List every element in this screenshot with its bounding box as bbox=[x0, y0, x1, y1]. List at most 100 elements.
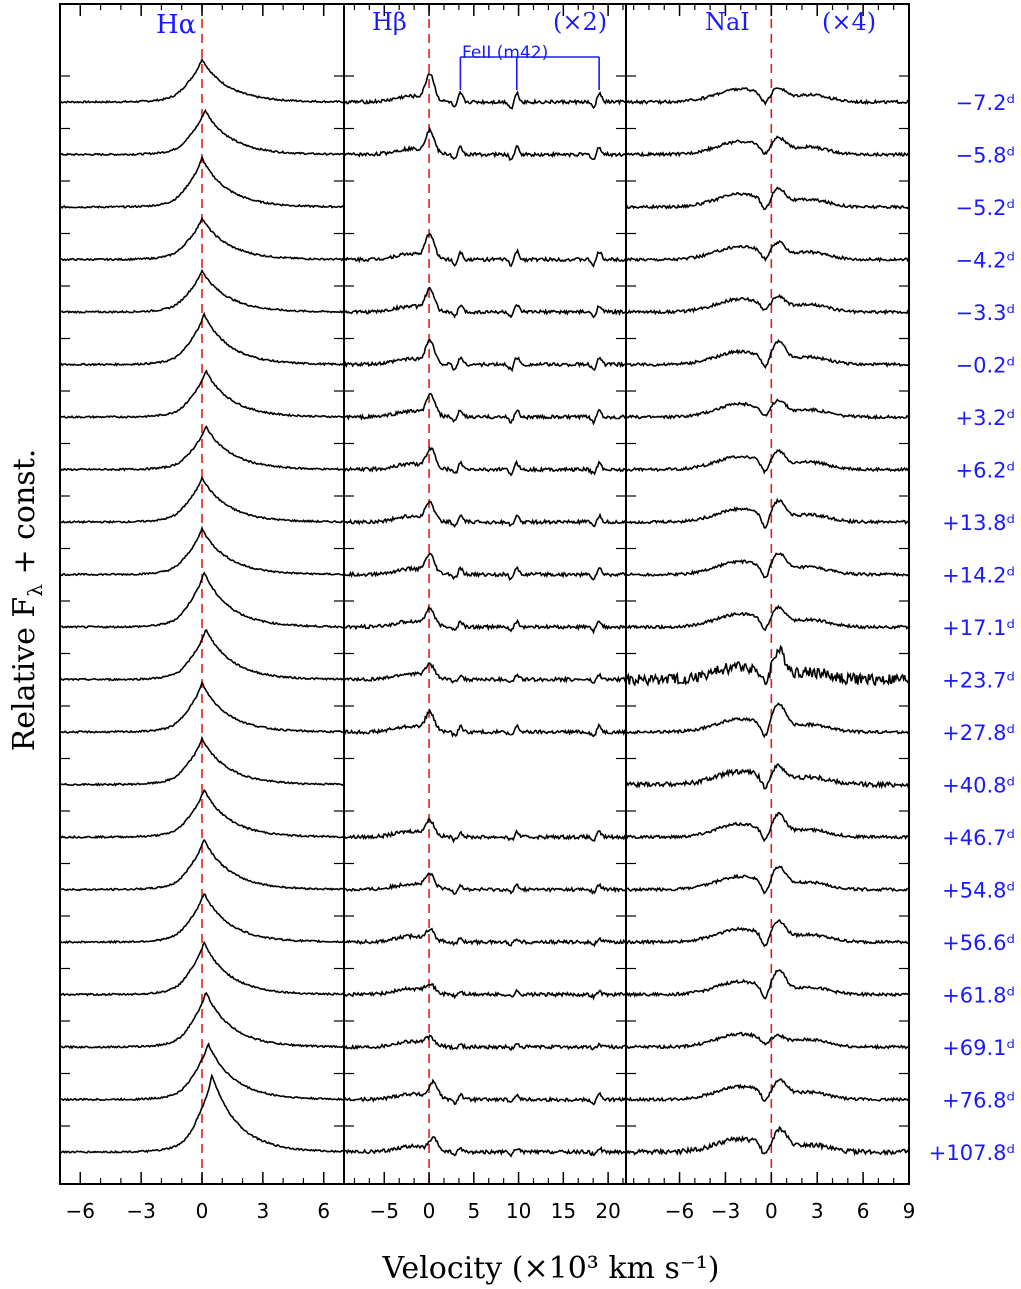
panel-title-halpha: Hα bbox=[156, 10, 196, 40]
x-tick-label: 0 bbox=[423, 1199, 436, 1223]
spectrum-line bbox=[343, 1136, 627, 1158]
spectrum-line bbox=[59, 311, 345, 367]
x-tick-label: −3 bbox=[711, 1199, 740, 1223]
spectrum-line bbox=[625, 1031, 910, 1051]
spectrum-line bbox=[59, 838, 344, 892]
spectrum-line bbox=[59, 628, 345, 682]
feii-label: FeII (m42) bbox=[462, 43, 548, 63]
epoch-label: −5.8ᵈ bbox=[955, 144, 1015, 168]
spectrum-line bbox=[343, 927, 627, 948]
epoch-label: +17.1ᵈ bbox=[942, 616, 1015, 640]
spectrum-line bbox=[625, 552, 910, 579]
epoch-label: −7.2ᵈ bbox=[955, 91, 1015, 115]
feii-annotation: FeII (m42) bbox=[459, 43, 600, 90]
spectrum-line bbox=[343, 872, 627, 895]
epoch-label: +3.2ᵈ bbox=[955, 406, 1015, 430]
spectrum-line bbox=[343, 338, 627, 373]
spectrum-line bbox=[625, 763, 910, 790]
x-tick-label: 6 bbox=[857, 1199, 870, 1223]
y-axis-label: Relative Fλ + const. bbox=[7, 449, 47, 752]
x-tick-label: −6 bbox=[66, 1199, 95, 1223]
spectrum-line bbox=[343, 662, 627, 684]
spectrum-line bbox=[59, 268, 345, 315]
panel-frame-nai bbox=[625, 3, 910, 1185]
spectrum-line bbox=[625, 811, 910, 843]
spectrum-line bbox=[59, 789, 345, 840]
epoch-label: +107.8ᵈ bbox=[929, 1141, 1015, 1165]
panel-title-nai: NaI bbox=[705, 8, 750, 36]
spectrum-line bbox=[343, 445, 627, 477]
spectrum-line bbox=[343, 126, 627, 162]
spectrum-line bbox=[625, 186, 910, 211]
x-tick-label: 10 bbox=[506, 1199, 531, 1223]
spectrum-line bbox=[626, 865, 910, 895]
spectrum-line bbox=[625, 87, 910, 106]
spectrum-line bbox=[625, 644, 910, 687]
spectrum-line bbox=[59, 216, 345, 262]
x-tick-label: 3 bbox=[811, 1199, 824, 1223]
epoch-label: +61.8ᵈ bbox=[942, 984, 1015, 1008]
spectrum-line bbox=[343, 983, 626, 1001]
x-tick-label: 0 bbox=[765, 1199, 778, 1223]
x-tick-label: 6 bbox=[317, 1199, 330, 1223]
spectrum-line bbox=[625, 702, 910, 739]
spectrum-line bbox=[625, 497, 910, 529]
spectrum-line bbox=[343, 500, 627, 529]
epoch-label: −4.2ᵈ bbox=[955, 249, 1015, 273]
epoch-label: +13.8ᵈ bbox=[942, 511, 1015, 535]
spectrum-line bbox=[343, 605, 627, 635]
spectrum-line bbox=[59, 735, 345, 787]
spectrum-line bbox=[625, 135, 910, 158]
epoch-label: +56.6ᵈ bbox=[942, 931, 1015, 955]
x-tick-label: 0 bbox=[196, 1199, 209, 1223]
spectrum-line bbox=[59, 941, 345, 997]
panel-scale-hbeta: (×2) bbox=[553, 8, 607, 36]
x-axis-label: Velocity (×10³ km s⁻¹) bbox=[382, 1251, 720, 1286]
panel-frame-hbeta bbox=[343, 3, 627, 1185]
spectrum-line bbox=[343, 72, 627, 110]
epoch-label: +69.1ᵈ bbox=[942, 1036, 1015, 1060]
spectrum-line bbox=[59, 571, 345, 629]
x-tick-label: 20 bbox=[595, 1199, 620, 1223]
epoch-label: +23.7ᵈ bbox=[942, 669, 1015, 693]
spectrum-line bbox=[59, 57, 345, 104]
epoch-label: −0.2ᵈ bbox=[955, 354, 1015, 378]
spectrum-line bbox=[59, 1073, 345, 1154]
spectrum-line bbox=[343, 1034, 627, 1052]
epoch-label: +14.2ᵈ bbox=[942, 564, 1015, 588]
spectrum-line bbox=[343, 286, 627, 319]
spectrum-line bbox=[625, 919, 910, 948]
spectrum-line bbox=[625, 398, 910, 421]
spectrum-line bbox=[343, 708, 627, 738]
spectrum-line bbox=[625, 604, 910, 632]
spectrum-line bbox=[343, 232, 627, 268]
epoch-label: −5.2ᵈ bbox=[955, 196, 1015, 220]
spectrum-line bbox=[59, 476, 345, 525]
spectrum-line bbox=[59, 155, 345, 209]
x-tick-label: 5 bbox=[467, 1199, 480, 1223]
epoch-label: +76.8ᵈ bbox=[942, 1089, 1015, 1113]
epoch-label: +54.8ᵈ bbox=[942, 879, 1015, 903]
spectrum-line bbox=[343, 392, 627, 426]
spectrum-line bbox=[625, 448, 910, 475]
epoch-label: −3.3ᵈ bbox=[955, 301, 1015, 325]
epoch-label: +27.8ᵈ bbox=[942, 721, 1015, 745]
spectrum-line bbox=[625, 1078, 910, 1103]
spectrum-line bbox=[625, 1125, 910, 1157]
spectrum-line bbox=[59, 892, 345, 945]
spectrum-line bbox=[344, 1078, 627, 1106]
spectrum-line bbox=[59, 991, 345, 1050]
x-tick-label: −5 bbox=[370, 1199, 399, 1223]
spectrum-line bbox=[59, 425, 345, 472]
spectrum-line bbox=[59, 108, 345, 157]
spectrum-line bbox=[343, 552, 627, 581]
x-tick-label: 15 bbox=[551, 1199, 576, 1223]
epoch-label: +6.2ᵈ bbox=[955, 459, 1015, 483]
spectrum-line bbox=[59, 680, 345, 734]
x-tick-label: 9 bbox=[903, 1199, 916, 1223]
spectrum-line bbox=[59, 525, 345, 577]
epoch-label: +40.8ᵈ bbox=[942, 774, 1015, 798]
spectrum-line bbox=[625, 338, 910, 370]
spectrum-line bbox=[625, 240, 910, 263]
